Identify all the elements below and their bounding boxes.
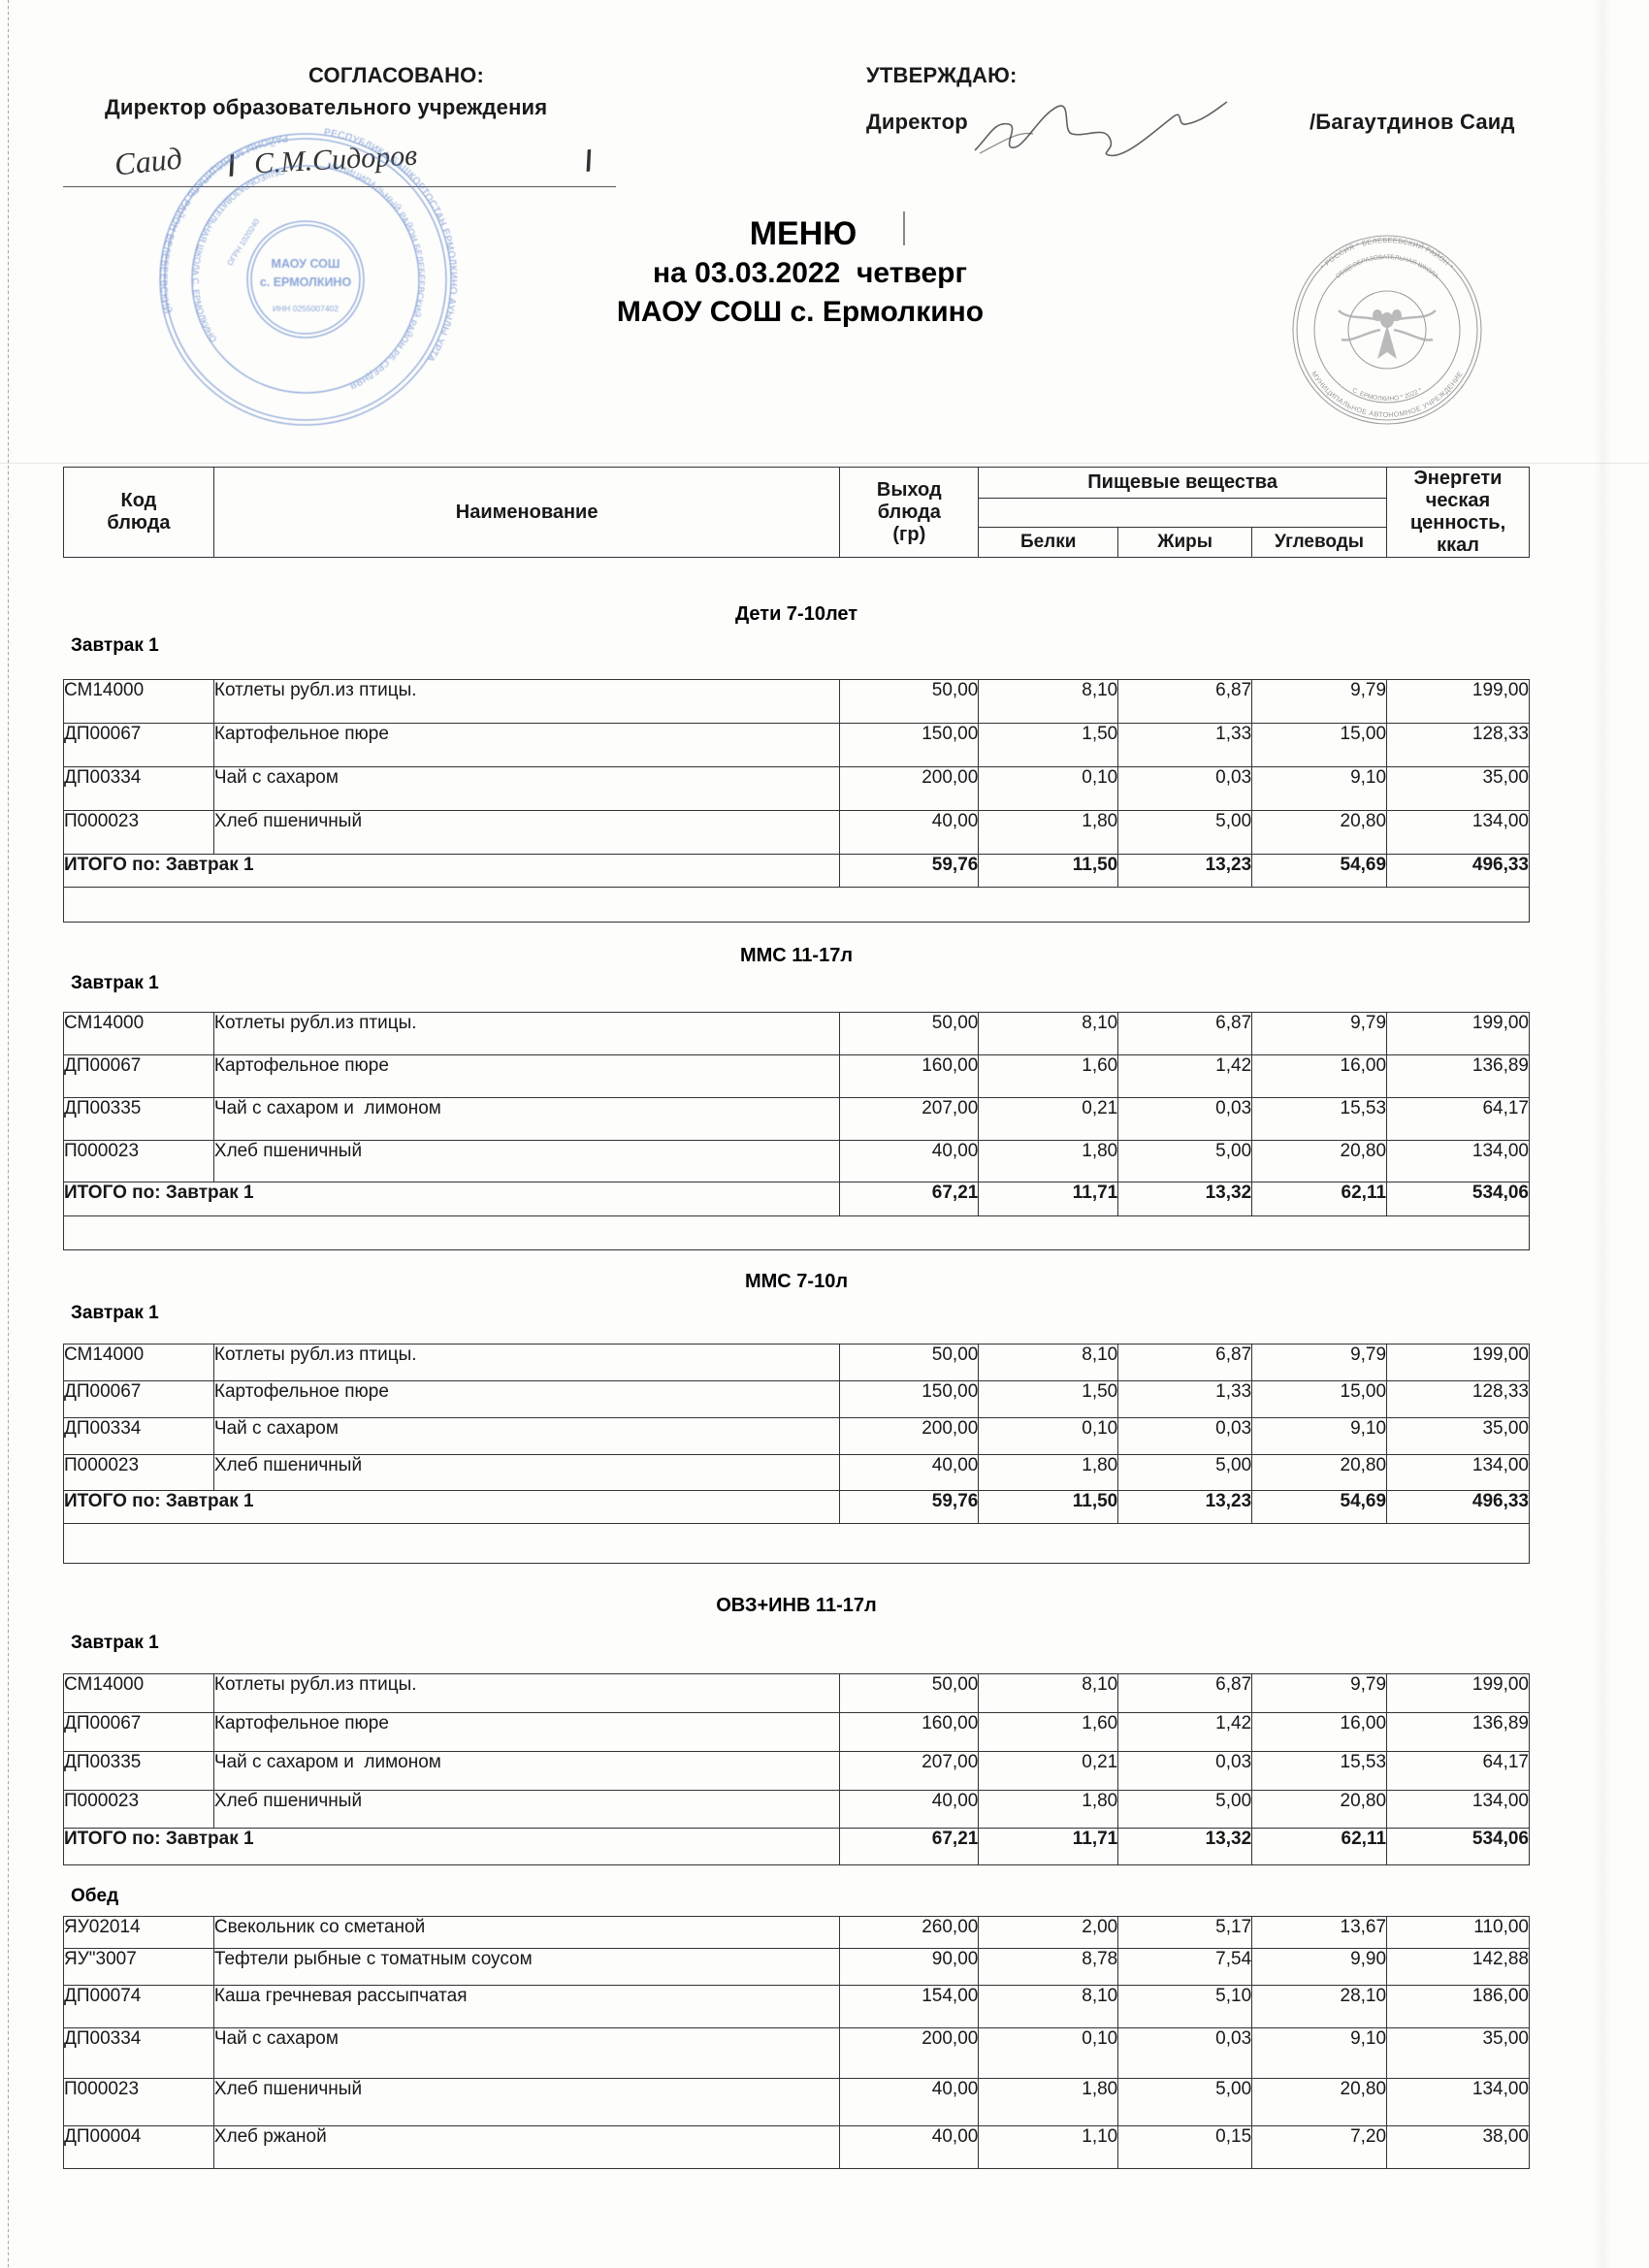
svg-text:С. ЕРМОЛКИНО * 2022 *: С. ЕРМОЛКИНО * 2022 * (1351, 387, 1424, 403)
svg-text:ОБЩЕОБРАЗОВАТЕЛЬНАЯ ШКОЛА: ОБЩЕОБРАЗОВАТЕЛЬНАЯ ШКОЛА (1335, 254, 1439, 280)
svg-text:с. ЕРМОЛКИНО: с. ЕРМОЛКИНО (260, 275, 352, 289)
svg-text:ИНН 0255007402: ИНН 0255007402 (273, 304, 339, 313)
svg-text:МУНИЦИПАЛЬНОЕ АВТОНОМНОЕ УЧРЕЖ: МУНИЦИПАЛЬНОЕ АВТОНОМНОЕ УЧРЕЖДЕНИЕ (1310, 370, 1465, 419)
svg-text:ОГРН 1020240: ОГРН 1020240 (225, 216, 261, 267)
svg-text:* РОССИЯ * БЕЛЕБЕЕВСКИЙ РАЙОН: * РОССИЯ * БЕЛЕБЕЕВСКИЙ РАЙОН * (1318, 236, 1455, 272)
svg-text:МАОУ СОШ: МАОУ СОШ (272, 257, 340, 271)
